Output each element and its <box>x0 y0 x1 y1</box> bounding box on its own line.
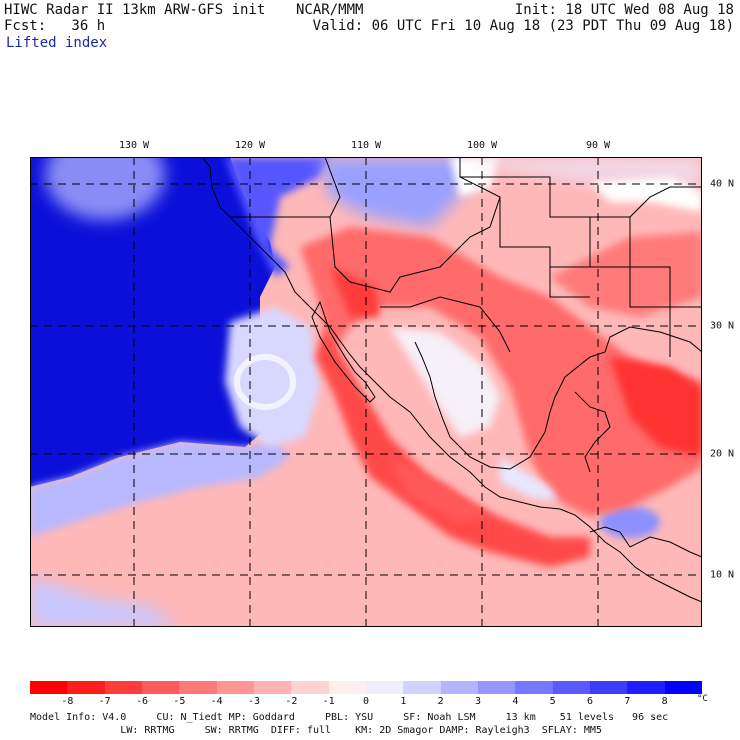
colorbar-tick-label: 7 <box>624 696 631 707</box>
valid-time: Valid: 06 UTC Fri 10 Aug 18 (23 PDT Thu … <box>312 18 734 34</box>
colorbar <box>30 681 703 694</box>
colorbar-segment <box>664 681 703 694</box>
field-name: Lifted index <box>6 35 108 51</box>
lifted-index-map <box>30 157 702 627</box>
lon-label-130w: 130 W <box>118 140 150 151</box>
colorbar-tick-label: 2 <box>437 696 444 707</box>
colorbar-tick-label: 0 <box>362 696 370 707</box>
lon-label-90w: 90 W <box>585 140 611 151</box>
colorbar-tick-label: -4 <box>210 696 223 707</box>
colorbar-tick-label: -1 <box>322 696 335 707</box>
colorbar-tick-label: 6 <box>586 696 594 707</box>
colorbar-segment <box>590 681 628 694</box>
colorbar-segment <box>67 681 106 694</box>
colorbar-tick-label: -5 <box>173 696 186 707</box>
colorbar-tick-label: -2 <box>285 696 298 707</box>
colorbar-tick-label: 1 <box>400 696 407 707</box>
colorbar-segment <box>478 681 516 694</box>
colorbar-segment <box>440 681 479 694</box>
colorbar-tick-label: 4 <box>512 696 519 707</box>
map-frame <box>30 157 702 627</box>
colorbar-tick-label: 3 <box>474 696 482 707</box>
lat-label-30n: 30 N <box>710 320 735 332</box>
colorbar-segment <box>552 681 591 694</box>
colorbar-segment <box>179 681 218 694</box>
forecast-hour: Fcst: 36 h <box>4 18 106 34</box>
init-time: Init: 18 UTC Wed 08 Aug 18 <box>514 2 734 18</box>
lat-label-10n: 10 N <box>710 569 735 581</box>
lat-label-40n: 40 N <box>710 178 735 190</box>
colorbar-segment <box>403 681 442 694</box>
lon-label-110w: 110 W <box>350 140 382 151</box>
plot-title: HIWC Radar II 13km ARW-GFS init <box>4 2 266 18</box>
model-info-line1: Model Info: V4.0 CU: N_Tiedt MP: Goddard… <box>30 712 669 723</box>
lat-label-20n: 20 N <box>710 448 735 460</box>
colorbar-segment <box>366 681 404 694</box>
colorbar-unit: °C <box>697 694 708 704</box>
colorbar-segment <box>515 681 554 694</box>
lat-lon-grid <box>30 157 702 627</box>
colorbar-tick-label: -6 <box>135 696 149 707</box>
colorbar-segment <box>627 681 666 694</box>
coastlines-and-borders <box>201 157 702 603</box>
colorbar-segment <box>142 681 180 694</box>
colorbar-segment <box>104 681 143 694</box>
colorbar-segment <box>254 681 292 694</box>
colorbar-segment <box>30 681 68 694</box>
colorbar-tick-label: -3 <box>247 696 261 707</box>
unstable-region <box>300 227 702 567</box>
model-info-line2: LW: RRTMG SW: RRTMG DIFF: full KM: 2D Sm… <box>30 725 602 736</box>
plot-source: NCAR/MMM <box>296 2 364 18</box>
colorbar-tick-label: -7 <box>98 696 111 707</box>
lon-label-100w: 100 W <box>466 140 498 151</box>
lon-label-120w: 120 W <box>234 140 266 151</box>
colorbar-tick-label: 8 <box>661 696 668 707</box>
colorbar-segment <box>291 681 330 694</box>
colorbar-segment <box>328 681 367 694</box>
colorbar-segment <box>216 681 255 694</box>
colorbar-tick-label: 5 <box>549 696 556 707</box>
colorbar-tick-label: -8 <box>61 696 74 707</box>
